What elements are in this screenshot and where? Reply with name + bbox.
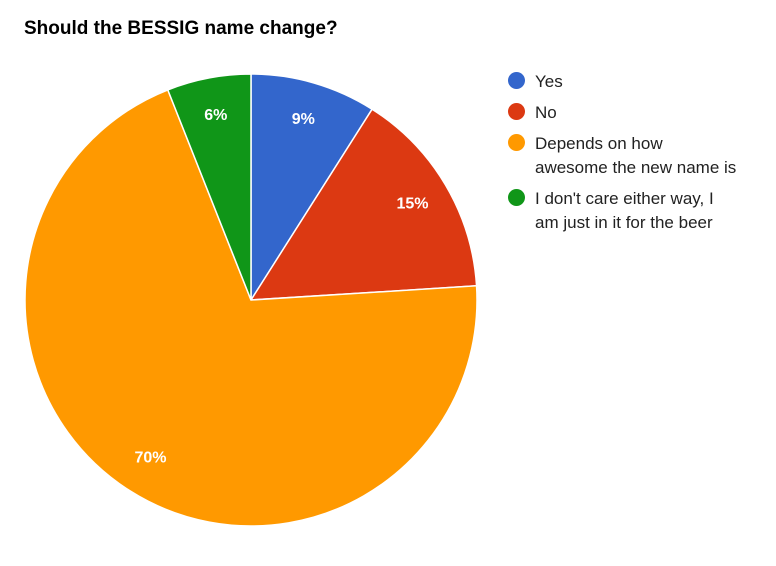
legend-label-line: awesome the new name is	[535, 158, 737, 177]
legend-swatch-icon	[508, 134, 525, 151]
legend-label-line: am just in it for the beer	[535, 213, 713, 232]
legend-swatch-icon	[508, 103, 525, 120]
legend-swatch-icon	[508, 72, 525, 89]
slice-label-3: 6%	[204, 107, 227, 124]
legend-item-2[interactable]: Depends on how awesome the new name is	[508, 132, 770, 180]
legend-label: I don't care either way, I am just in it …	[535, 187, 714, 235]
legend-label-line: Yes	[535, 72, 563, 91]
legend-item-0[interactable]: Yes	[508, 70, 770, 94]
slice-label-1: 15%	[396, 196, 428, 213]
pie-slice-1[interactable]	[249, 108, 478, 301]
chart-title: Should the BESSIG name change?	[24, 18, 338, 39]
legend-label-line: No	[535, 103, 557, 122]
legend-label: Yes	[535, 70, 563, 94]
legend-label: Depends on how awesome the new name is	[535, 132, 736, 180]
slice-label-2: 70%	[134, 450, 166, 467]
legend-swatch-icon	[508, 189, 525, 206]
legend-label: No	[535, 101, 557, 125]
legend-item-1[interactable]: No	[508, 101, 770, 125]
slice-label-0: 9%	[292, 111, 315, 128]
legend-label-line: I don't care either way, I	[535, 189, 714, 208]
pie-slice-3[interactable]	[166, 73, 252, 301]
legend-item-3[interactable]: I don't care either way, I am just in it …	[508, 187, 770, 235]
pie-slice-0[interactable]	[250, 73, 374, 303]
legend-label-line: Depends on how	[535, 134, 663, 153]
legend: Yes No Depends on how awesome the new name …	[508, 70, 770, 242]
pie-slice-2[interactable]	[24, 88, 478, 527]
